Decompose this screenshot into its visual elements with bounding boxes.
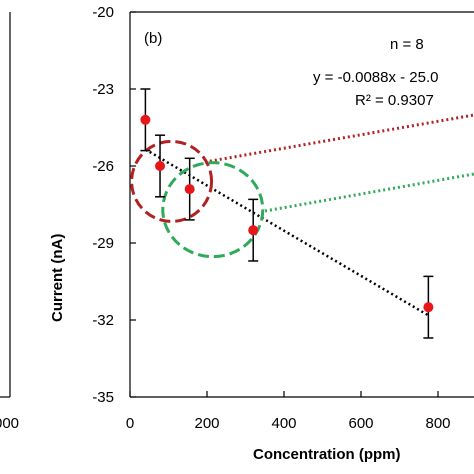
x-tick-label: 400 <box>271 415 296 432</box>
error-bars <box>140 88 434 339</box>
trendline-layer <box>144 148 430 317</box>
data-points <box>140 114 434 313</box>
x-tick-label: 200 <box>194 415 219 432</box>
data-point <box>184 184 195 195</box>
red-highlight-circle <box>130 139 214 223</box>
n-annotation: n = 8 <box>390 36 424 53</box>
trendline <box>144 148 430 317</box>
y-tick-label: -29 <box>92 235 114 252</box>
highlight-circles <box>130 139 265 259</box>
r2-annotation: R² = 0.9307 <box>355 92 434 109</box>
data-point <box>248 225 259 236</box>
y-ticks: -20 -23 -26 -29 -32 -35 <box>92 4 136 406</box>
green-connector-line <box>264 172 474 213</box>
x-axis-title: Concentration (ppm) <box>253 446 401 463</box>
y-tick-label: -32 <box>92 312 114 329</box>
connector-lines <box>204 113 474 213</box>
equation-annotation: y = -0.0088x - 25.0 <box>313 69 439 86</box>
x-tick-label: 0 <box>126 415 134 432</box>
x-ticks: 0 200 400 600 800 <box>126 391 451 432</box>
y-tick-label: -35 <box>92 389 114 406</box>
data-point <box>155 161 166 172</box>
x-tick-label: 800 <box>425 415 450 432</box>
panel-label: (b) <box>144 30 162 47</box>
y-axis-title: Current (nA) <box>49 234 66 322</box>
data-point <box>140 114 151 125</box>
left-panel-tick-label: 000 <box>0 415 19 432</box>
green-highlight-circle <box>161 161 265 259</box>
y-tick-label: -26 <box>92 158 114 175</box>
x-tick-label: 600 <box>348 415 373 432</box>
y-tick-label: -20 <box>92 4 114 21</box>
data-point <box>423 302 434 313</box>
red-connector-line <box>204 113 474 164</box>
y-tick-label: -23 <box>92 81 114 98</box>
